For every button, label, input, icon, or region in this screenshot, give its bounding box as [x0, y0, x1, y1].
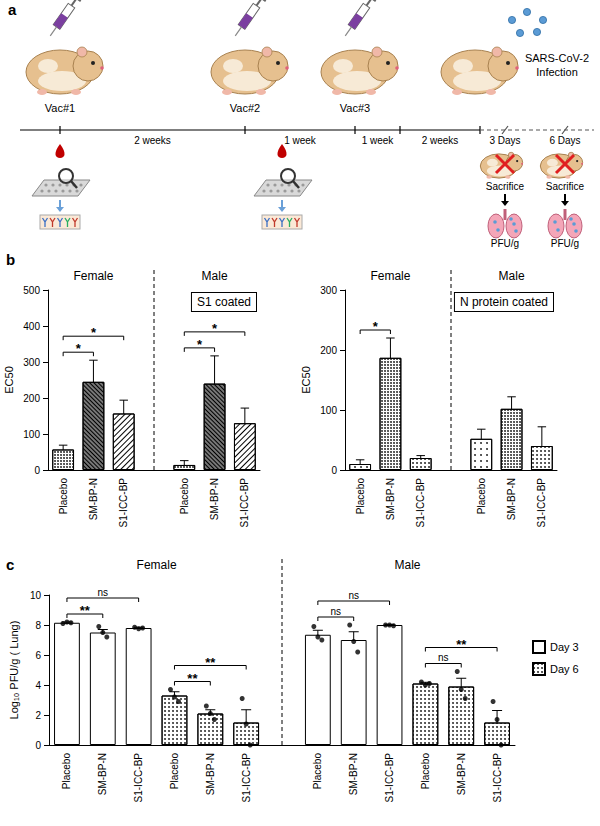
- svg-text:SM-BP-N: SM-BP-N: [456, 753, 467, 795]
- svg-text:Placebo: Placebo: [355, 478, 366, 515]
- svg-text:Male: Male: [394, 558, 420, 572]
- svg-text:SM-BP-N: SM-BP-N: [209, 478, 220, 520]
- svg-text:Log₁₀ PFU/g ( Lung): Log₁₀ PFU/g ( Lung): [8, 621, 20, 720]
- svg-text:ns: ns: [330, 606, 341, 617]
- svg-text:1 week: 1 week: [362, 135, 395, 146]
- svg-text:SM-BP-N: SM-BP-N: [205, 753, 216, 795]
- svg-text:S1-ICC-BP: S1-ICC-BP: [492, 753, 503, 803]
- svg-text:PFU/g: PFU/g: [551, 238, 579, 249]
- svg-text:SARS-CoV-2: SARS-CoV-2: [525, 52, 589, 64]
- svg-text:Female: Female: [73, 269, 113, 283]
- svg-text:N protein coated: N protein coated: [460, 295, 548, 309]
- svg-text:Vac#3: Vac#3: [340, 102, 370, 114]
- svg-text:2 weeks: 2 weeks: [422, 135, 459, 146]
- svg-text:SM-BP-N: SM-BP-N: [506, 478, 517, 520]
- svg-text:c: c: [6, 556, 14, 573]
- svg-text:S1 coated: S1 coated: [197, 295, 251, 309]
- svg-text:300: 300: [320, 285, 337, 296]
- svg-text:Female: Female: [137, 558, 177, 572]
- svg-text:0: 0: [35, 740, 41, 751]
- svg-text:*: *: [373, 319, 379, 334]
- svg-text:1 week: 1 week: [284, 135, 317, 146]
- svg-text:EC50: EC50: [300, 366, 312, 394]
- svg-text:*: *: [212, 321, 218, 336]
- svg-text:2 weeks: 2 weeks: [134, 135, 171, 146]
- svg-text:S1-ICC-BP: S1-ICC-BP: [133, 753, 144, 803]
- svg-text:Placebo: Placebo: [179, 478, 190, 515]
- svg-text:Day 3: Day 3: [550, 641, 579, 653]
- svg-text:Placebo: Placebo: [169, 753, 180, 790]
- svg-text:SM-BP-N: SM-BP-N: [385, 478, 396, 520]
- svg-text:200: 200: [23, 393, 40, 404]
- svg-text:ns: ns: [348, 590, 359, 601]
- svg-text:SM-BP-N: SM-BP-N: [348, 753, 359, 795]
- svg-text:0: 0: [34, 465, 40, 476]
- svg-text:0: 0: [331, 465, 337, 476]
- svg-text:S1-ICC-BP: S1-ICC-BP: [384, 753, 395, 803]
- svg-text:Infection: Infection: [536, 66, 578, 78]
- svg-text:SM-BP-N: SM-BP-N: [88, 478, 99, 520]
- svg-text:S1-ICC-BP: S1-ICC-BP: [415, 478, 426, 528]
- svg-text:b: b: [6, 251, 15, 268]
- svg-text:PFU/g: PFU/g: [491, 238, 519, 249]
- svg-text:2: 2: [35, 710, 41, 721]
- svg-text:Vac#2: Vac#2: [230, 102, 260, 114]
- svg-text:ns: ns: [438, 652, 449, 663]
- svg-text:Sacrifice: Sacrifice: [546, 181, 585, 192]
- svg-text:500: 500: [23, 285, 40, 296]
- svg-text:*: *: [91, 325, 97, 340]
- svg-text:ns: ns: [98, 587, 109, 598]
- svg-text:*: *: [76, 341, 82, 356]
- svg-text:SM-BP-N: SM-BP-N: [97, 753, 108, 795]
- svg-text:Male: Male: [499, 269, 525, 283]
- svg-text:Placebo: Placebo: [312, 753, 323, 790]
- svg-text:3 Days: 3 Days: [489, 135, 520, 146]
- svg-text:10: 10: [30, 590, 42, 601]
- svg-text:6: 6: [35, 650, 41, 661]
- svg-text:6 Days: 6 Days: [549, 135, 580, 146]
- svg-text:300: 300: [23, 357, 40, 368]
- svg-text:100: 100: [320, 405, 337, 416]
- svg-text:Female: Female: [370, 269, 410, 283]
- svg-text:4: 4: [35, 680, 41, 691]
- svg-text:8: 8: [35, 620, 41, 631]
- svg-text:S1-ICC-BP: S1-ICC-BP: [239, 478, 250, 528]
- svg-text:Male: Male: [202, 269, 228, 283]
- svg-text:Placebo: Placebo: [61, 753, 72, 790]
- svg-text:Day 6: Day 6: [550, 663, 579, 675]
- svg-text:S1-ICC-BP: S1-ICC-BP: [241, 753, 252, 803]
- svg-text:S1-ICC-BP: S1-ICC-BP: [536, 478, 547, 528]
- svg-text:Vac#1: Vac#1: [45, 102, 75, 114]
- svg-text:*: *: [197, 337, 203, 352]
- svg-text:100: 100: [23, 429, 40, 440]
- svg-text:S1-ICC-BP: S1-ICC-BP: [118, 478, 129, 528]
- svg-text:Placebo: Placebo: [476, 478, 487, 515]
- svg-text:**: **: [456, 637, 467, 652]
- svg-text:400: 400: [23, 321, 40, 332]
- svg-text:Placebo: Placebo: [58, 478, 69, 515]
- svg-text:200: 200: [320, 345, 337, 356]
- svg-text:**: **: [80, 603, 91, 618]
- svg-text:EC50: EC50: [3, 366, 15, 394]
- svg-text:Placebo: Placebo: [420, 753, 431, 790]
- svg-text:a: a: [8, 1, 17, 18]
- svg-text:**: **: [187, 671, 198, 686]
- svg-text:**: **: [205, 655, 216, 670]
- svg-text:Sacrifice: Sacrifice: [486, 181, 525, 192]
